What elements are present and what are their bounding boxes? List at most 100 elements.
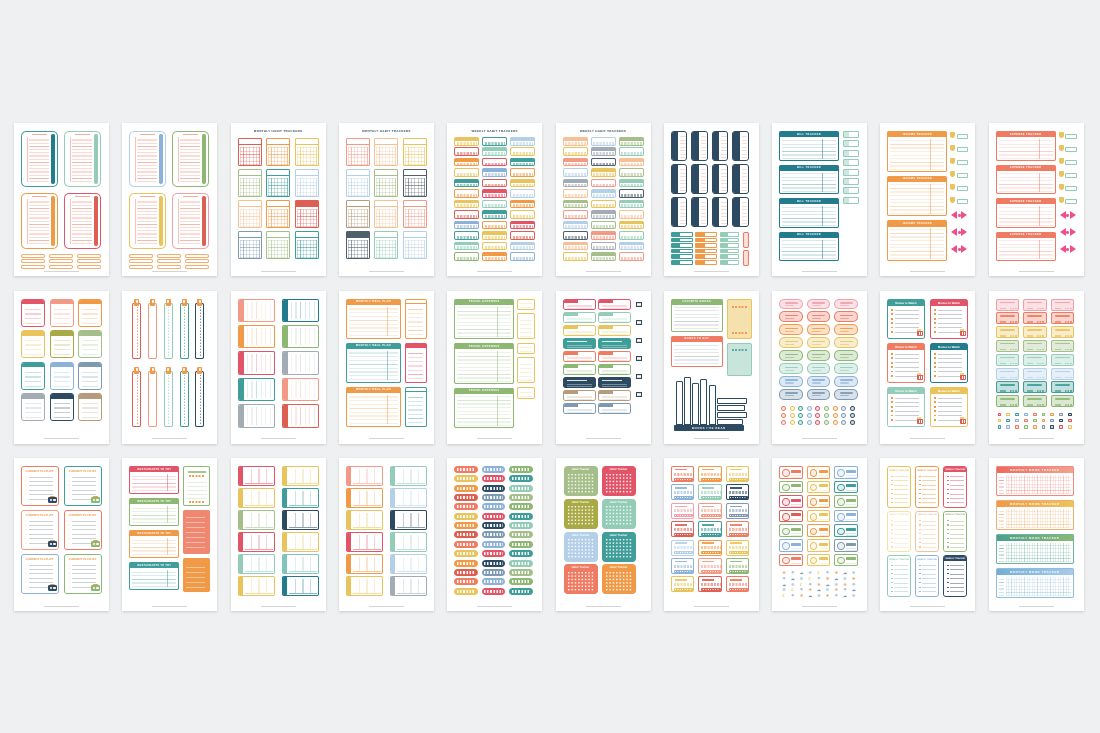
- sticker-date-mark: [999, 307, 1006, 310]
- row-number-dot: [947, 582, 949, 584]
- umbrella-icon: ☂: [843, 587, 847, 593]
- table-divider: [497, 351, 498, 382]
- sticker-header: [598, 390, 613, 394]
- notebook-spine: [201, 195, 207, 246]
- box-columns: [396, 468, 426, 483]
- sticker-title-mark: [729, 487, 742, 489]
- goal-circle: [837, 527, 845, 536]
- strip-squares: [621, 235, 642, 240]
- box-tab: [346, 533, 352, 551]
- table-header-bar: [780, 132, 839, 138]
- check-line: [28, 494, 53, 495]
- sticker-header: [791, 527, 801, 531]
- grid-header: [403, 170, 426, 176]
- strip-squares: [456, 152, 478, 156]
- ruled-lines: [180, 137, 201, 182]
- mini-movie-icon: [1041, 424, 1046, 429]
- card-title: WEEKLY TRACKER: [917, 514, 938, 516]
- bookmark-tab: [670, 131, 688, 161]
- weekly-strip: [618, 137, 644, 146]
- row-line: [922, 573, 936, 575]
- goal-sticker: [834, 539, 858, 552]
- dot-grid-tracker: Habit Tracker: [563, 498, 598, 529]
- notebook-habit-tracker: [64, 193, 101, 249]
- row-line: [922, 587, 936, 588]
- sticker-header: [818, 469, 829, 473]
- page-footer-mark: [44, 438, 79, 440]
- notebook-habit-tracker: [64, 131, 101, 187]
- strip-squares: [484, 204, 506, 208]
- weekly-strip: [482, 189, 508, 198]
- card-title: WEEKLY TRACKER: [889, 514, 910, 516]
- mini-movie-icon: [1032, 412, 1037, 417]
- bottom-bar-dots: [702, 515, 720, 517]
- pill-habit-strip: [509, 578, 533, 586]
- weekly-strip: [454, 178, 480, 188]
- sun-icon: ☀: [808, 587, 812, 593]
- check-line: [28, 476, 53, 478]
- sticker-title-mark: [729, 523, 742, 526]
- popcorn-icon: [916, 329, 919, 331]
- music-note-icon: ♪: [68, 567, 70, 571]
- label-sticker: [77, 254, 101, 258]
- row-line: [950, 587, 964, 588]
- current-read-sticker: [562, 324, 596, 336]
- table-rows: [998, 139, 1053, 159]
- week-squares: [728, 546, 749, 550]
- ticket-title-mark: [784, 392, 798, 394]
- note-header: [50, 331, 73, 336]
- check-line: [71, 582, 96, 583]
- bottom-bar-dots: [730, 570, 747, 572]
- sticker-icon-dots: [1064, 321, 1072, 323]
- ticket-sticker: [779, 350, 803, 361]
- check-line: [71, 524, 96, 526]
- sticker-title-mark: [674, 560, 687, 563]
- label-sticker: [185, 264, 210, 269]
- sticker-date-mark: [999, 348, 1006, 351]
- watch-label-sticker: [1023, 326, 1047, 339]
- music-note-icon: ♪: [25, 576, 27, 580]
- row-line: [950, 538, 964, 539]
- page-footer-mark: [802, 270, 838, 272]
- week-squares: [673, 472, 694, 476]
- clip-notch: [135, 367, 138, 371]
- page-footer-mark: [152, 270, 188, 272]
- sticker-lines: [818, 474, 829, 478]
- row-number-dot: [919, 537, 921, 539]
- music-note-icon: ♪: [68, 523, 70, 527]
- planner-page-7: [663, 123, 759, 276]
- card-title: WEEKLY TRACKER: [945, 468, 966, 471]
- pill-dots: [511, 561, 531, 565]
- strip-header: [511, 221, 535, 225]
- weekly-strip: [590, 189, 616, 198]
- goal-circle: [809, 556, 818, 565]
- moneybag-icon: [1058, 184, 1064, 190]
- check-line: [71, 586, 96, 588]
- habit-week-sticker: [670, 521, 695, 538]
- watch-label-sticker: [995, 298, 1020, 311]
- plan-table: MONTHLY MEAL PLAN: [345, 342, 401, 383]
- grid-cells: [296, 146, 317, 165]
- pill-dots: [484, 505, 503, 509]
- label-sticker: [129, 264, 154, 269]
- pill-dots: [456, 486, 476, 490]
- card-title: Shows to Watch: [895, 344, 917, 349]
- pill-habit-strip: [454, 484, 478, 492]
- sticker-title-mark: [566, 379, 587, 382]
- row-number-dot: [947, 577, 949, 579]
- divided-tracker-sticker: [389, 554, 427, 574]
- music-note-icon: ♪: [25, 523, 27, 527]
- weekly-strip: [562, 231, 588, 240]
- sticker-icon-dots: [1009, 390, 1017, 392]
- tab-spine: [692, 165, 699, 193]
- check-bullet: [891, 405, 894, 408]
- table-title: INCOME TRACKER: [902, 132, 933, 136]
- grid-header: [267, 232, 290, 238]
- mini-label-sticker: [695, 254, 718, 259]
- bookmark-strip: [163, 302, 173, 359]
- tab-spine: [712, 132, 720, 160]
- row-line: [922, 498, 936, 499]
- side-label-sticker: [843, 196, 860, 204]
- habit-week-sticker: [670, 466, 695, 482]
- planner-page-14: MONTHLY MEAL PLAN MONTHLY MEAL PLAN MONTHL…: [338, 290, 434, 444]
